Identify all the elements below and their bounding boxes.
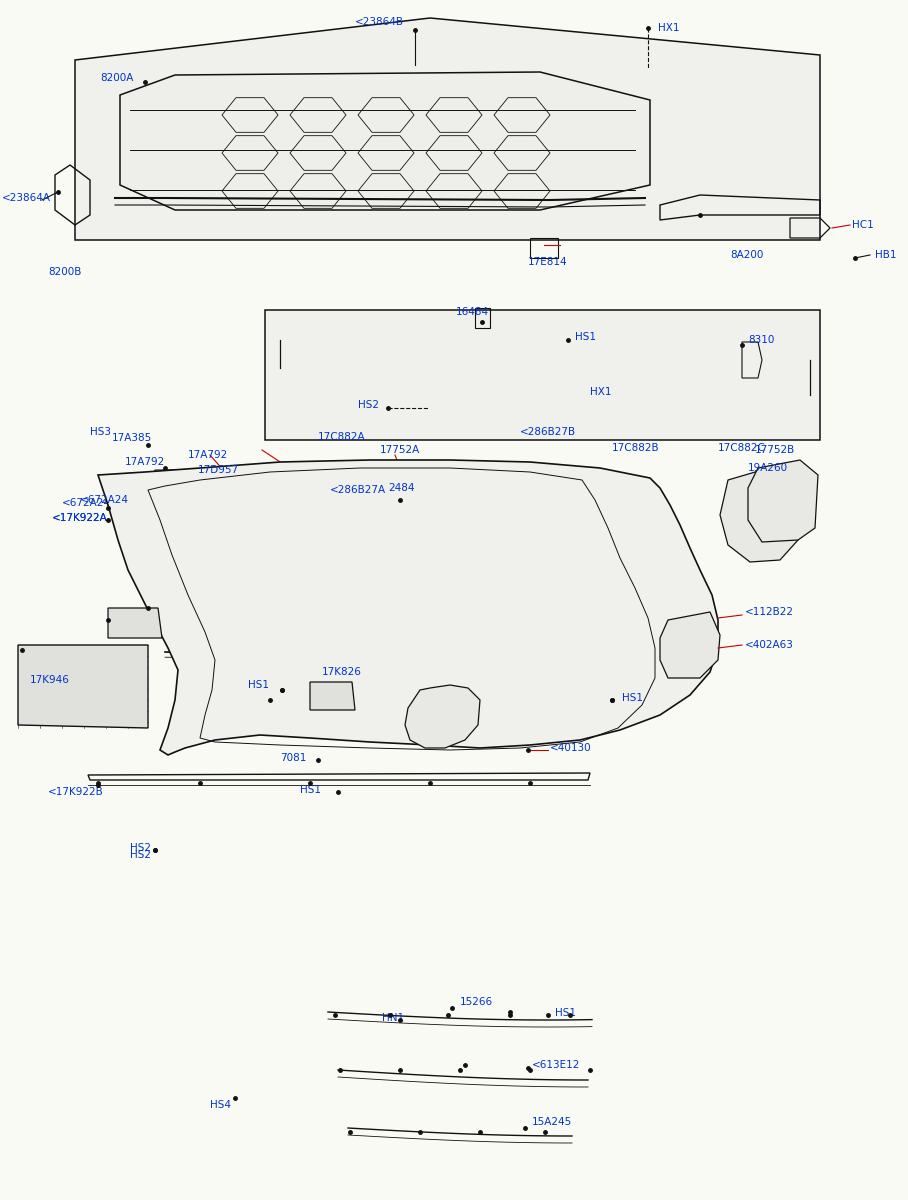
Text: 19A260: 19A260	[748, 463, 788, 473]
Text: 17D957: 17D957	[198, 464, 239, 475]
Text: scuderia: scuderia	[261, 491, 647, 569]
Text: HS4: HS4	[210, 1100, 231, 1110]
Polygon shape	[265, 310, 820, 440]
Text: HS2: HS2	[130, 850, 151, 860]
Text: <672A24: <672A24	[62, 498, 111, 508]
Text: 8A200: 8A200	[730, 250, 764, 260]
Text: <17K922A: <17K922A	[52, 514, 108, 523]
Text: 17C882B: 17C882B	[612, 443, 659, 452]
Text: <613E12: <613E12	[532, 1060, 580, 1070]
Text: 17K826: 17K826	[322, 667, 362, 677]
Text: HN1: HN1	[382, 1013, 404, 1022]
Text: 16484: 16484	[456, 307, 489, 317]
Text: 17A792: 17A792	[188, 450, 228, 460]
Text: 8310: 8310	[748, 335, 775, 346]
Text: 17K946: 17K946	[30, 674, 70, 685]
Text: 7081: 7081	[280, 754, 306, 763]
Polygon shape	[108, 608, 162, 638]
Text: <286B27B: <286B27B	[520, 427, 576, 437]
Polygon shape	[720, 470, 800, 562]
Text: HB1: HB1	[875, 250, 896, 260]
Text: 17C882A: 17C882A	[318, 432, 366, 442]
Text: <112B22: <112B22	[745, 607, 794, 617]
Text: 2484: 2484	[388, 482, 414, 493]
Text: <17K922A: <17K922A	[52, 514, 108, 523]
Text: HX1: HX1	[658, 23, 679, 32]
Text: 17E814: 17E814	[528, 257, 568, 266]
Text: parts: parts	[335, 571, 573, 649]
Text: HS1: HS1	[555, 1008, 576, 1018]
Text: HS3: HS3	[90, 427, 111, 437]
Polygon shape	[18, 646, 148, 728]
Text: HS1: HS1	[575, 332, 596, 342]
Text: <402A63: <402A63	[745, 640, 794, 650]
Polygon shape	[98, 460, 718, 755]
Text: <286B27A: <286B27A	[330, 485, 386, 494]
Text: 17A385: 17A385	[112, 433, 153, 443]
Text: 8200B: 8200B	[48, 266, 82, 277]
Text: <672A24: <672A24	[80, 494, 129, 505]
Polygon shape	[75, 18, 820, 240]
Text: HS1: HS1	[248, 680, 269, 690]
Text: 15266: 15266	[460, 997, 493, 1007]
Text: 17A792: 17A792	[125, 457, 165, 467]
Text: <23864B: <23864B	[355, 17, 404, 26]
Text: HS1: HS1	[300, 785, 321, 794]
Polygon shape	[660, 612, 720, 678]
Polygon shape	[310, 682, 355, 710]
Text: HX1: HX1	[590, 386, 611, 397]
Text: 8200A: 8200A	[100, 73, 133, 83]
Text: 17752A: 17752A	[380, 445, 420, 455]
Text: <40130: <40130	[550, 743, 592, 754]
Text: HS2: HS2	[130, 842, 151, 853]
Polygon shape	[405, 685, 480, 748]
Text: 15A245: 15A245	[532, 1117, 572, 1127]
Text: 17752B: 17752B	[755, 445, 795, 455]
Text: HS2: HS2	[358, 400, 379, 410]
Text: <23864A: <23864A	[2, 193, 51, 203]
Polygon shape	[120, 72, 650, 210]
Text: HC1: HC1	[852, 220, 873, 230]
Text: HS1: HS1	[622, 692, 643, 703]
Polygon shape	[748, 460, 818, 542]
Text: <17K922B: <17K922B	[48, 787, 104, 797]
Text: 17C882C: 17C882C	[718, 443, 765, 452]
